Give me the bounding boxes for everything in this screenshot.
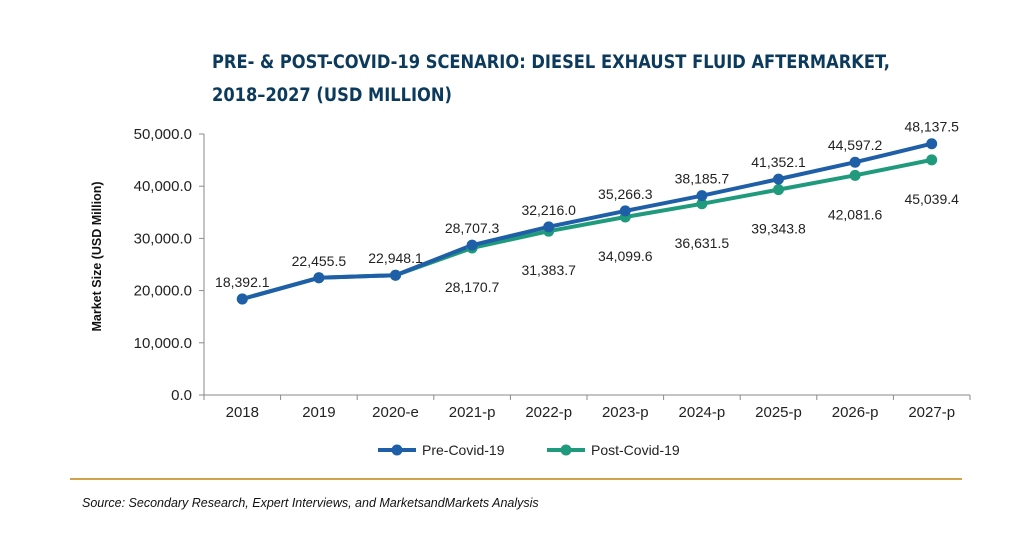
x-tick-label: 2023-p: [602, 404, 649, 421]
data-label: 28,707.3: [445, 220, 500, 236]
data-point: [313, 272, 325, 284]
data-point: [696, 190, 708, 202]
data-label: 39,343.8: [751, 221, 806, 237]
y-tick-label: 20,000.0: [134, 283, 192, 300]
data-label: 28,170.7: [445, 279, 500, 295]
chart-series-lines: [240, 141, 934, 301]
chart-data-points: [236, 138, 938, 305]
data-label: 44,597.2: [828, 137, 883, 153]
y-tick-label: 10,000.0: [134, 335, 192, 352]
legend-label: Pre-Covid-19: [422, 442, 505, 458]
data-label: 22,948.1: [368, 250, 423, 266]
chart-data-labels: 18,392.1 22,455.5 22,948.1 28,707.3 32,216.0…: [215, 119, 959, 295]
data-label: 48,137.5: [904, 119, 959, 135]
data-label: 41,352.1: [751, 154, 806, 170]
data-point: [390, 269, 401, 281]
data-label: 34,099.6: [598, 248, 653, 264]
data-point: [466, 239, 478, 251]
x-tick-label: 2024-p: [679, 404, 726, 421]
data-point: [849, 169, 861, 181]
data-point: [926, 138, 938, 150]
data-point: [773, 184, 784, 196]
x-tick-label: 2021-p: [449, 404, 496, 421]
series-line-pre-covid: [240, 141, 934, 301]
source-note: Source: Secondary Research, Expert Inter…: [82, 496, 539, 510]
data-label: 38,185.7: [675, 171, 730, 187]
source-divider: [70, 478, 962, 480]
chart-title-line-2: 2018–2027 (USD MILLION): [212, 85, 452, 106]
data-point: [926, 154, 938, 166]
y-axis-title: Market Size (USD Million): [90, 181, 104, 331]
data-label: 35,266.3: [598, 186, 653, 202]
data-label: 36,631.5: [675, 235, 730, 251]
y-tick-label: 0.0: [171, 387, 192, 404]
x-tick-label: 2027-p: [908, 404, 955, 421]
x-tick-label: 2025-p: [755, 404, 802, 421]
x-tick-label: 2022-p: [525, 404, 572, 421]
data-point: [543, 221, 555, 233]
data-label: 45,039.4: [904, 191, 959, 207]
data-point: [849, 156, 861, 168]
y-tick-label: 30,000.0: [134, 230, 192, 247]
data-point: [696, 198, 708, 210]
chart-axes: 0.0 10,000.0 20,000.0 30,000.0 40,000.0 50,00…: [90, 126, 971, 421]
data-label: 18,392.1: [215, 274, 270, 290]
data-label: 32,216.0: [521, 202, 576, 218]
legend-swatch-marker: [560, 444, 572, 456]
x-tick-label: 2018: [226, 404, 259, 421]
data-label: 22,455.5: [292, 253, 347, 269]
x-tick-label: 2020-e: [372, 404, 419, 421]
y-tick-label: 40,000.0: [134, 178, 192, 195]
x-tick-label: 2019: [302, 404, 335, 421]
legend-swatch-marker: [391, 444, 403, 456]
data-point: [236, 293, 248, 305]
chart-title-line-1: PRE- & POST-COVID-19 SCENARIO: DIESEL EX…: [212, 52, 890, 73]
chart-legend: Pre-Covid-19 Post-Covid-19: [378, 442, 680, 458]
x-tick-label: 2026-p: [832, 404, 879, 421]
data-point: [773, 173, 784, 185]
legend-label: Post-Covid-19: [591, 442, 680, 458]
y-tick-label: 50,000.0: [134, 126, 192, 143]
data-point: [619, 205, 631, 217]
data-label: 42,081.6: [828, 206, 883, 222]
data-label: 31,383.7: [521, 262, 576, 278]
